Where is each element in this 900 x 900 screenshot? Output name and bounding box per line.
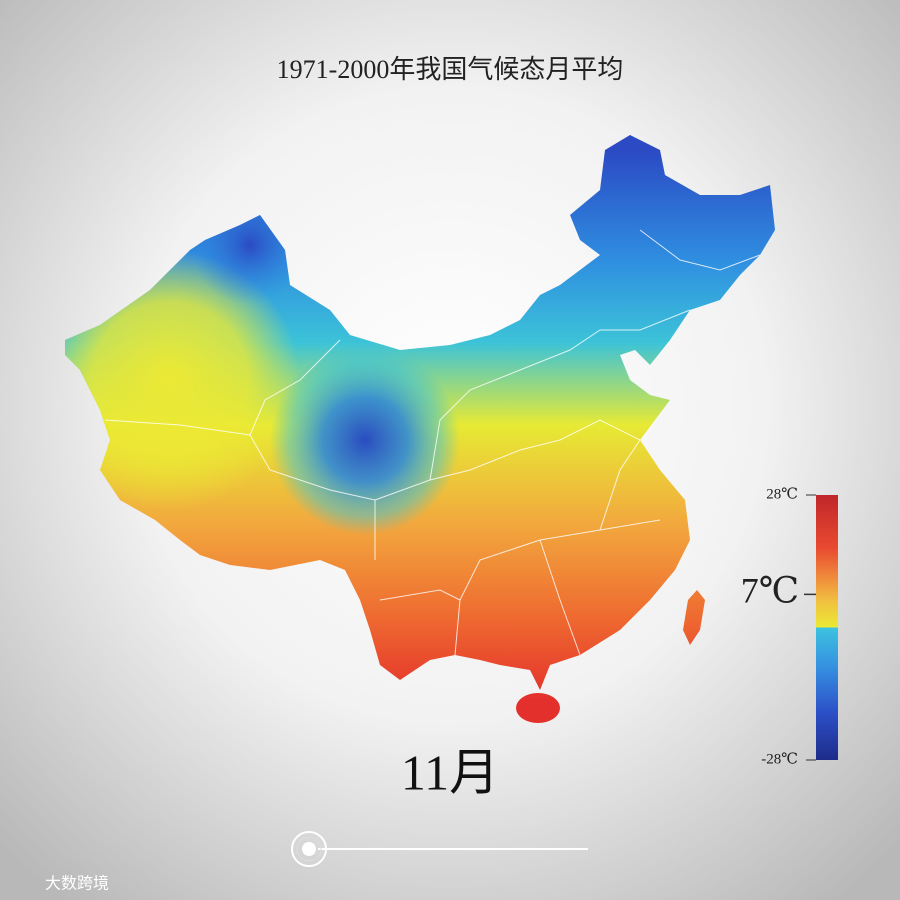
colorbar: 28℃ -28℃ 7℃ [741, 486, 838, 767]
month-label: 11月 [401, 744, 499, 800]
timeline-ring [296, 836, 322, 862]
watermark: 大数跨境 [45, 874, 109, 893]
title: 1971-2000年我国气候态月平均 [277, 55, 624, 84]
colorbar-tick-label: 28℃ [766, 486, 798, 502]
timeline-handle[interactable] [302, 842, 316, 856]
province-borders [104, 229, 761, 656]
colorbar-gradient [816, 495, 838, 760]
colorbar-tick-label: -28℃ [761, 751, 798, 767]
current-value-label: 7℃ [741, 571, 799, 611]
timeline-ring [291, 831, 327, 867]
timeline[interactable] [291, 831, 588, 867]
